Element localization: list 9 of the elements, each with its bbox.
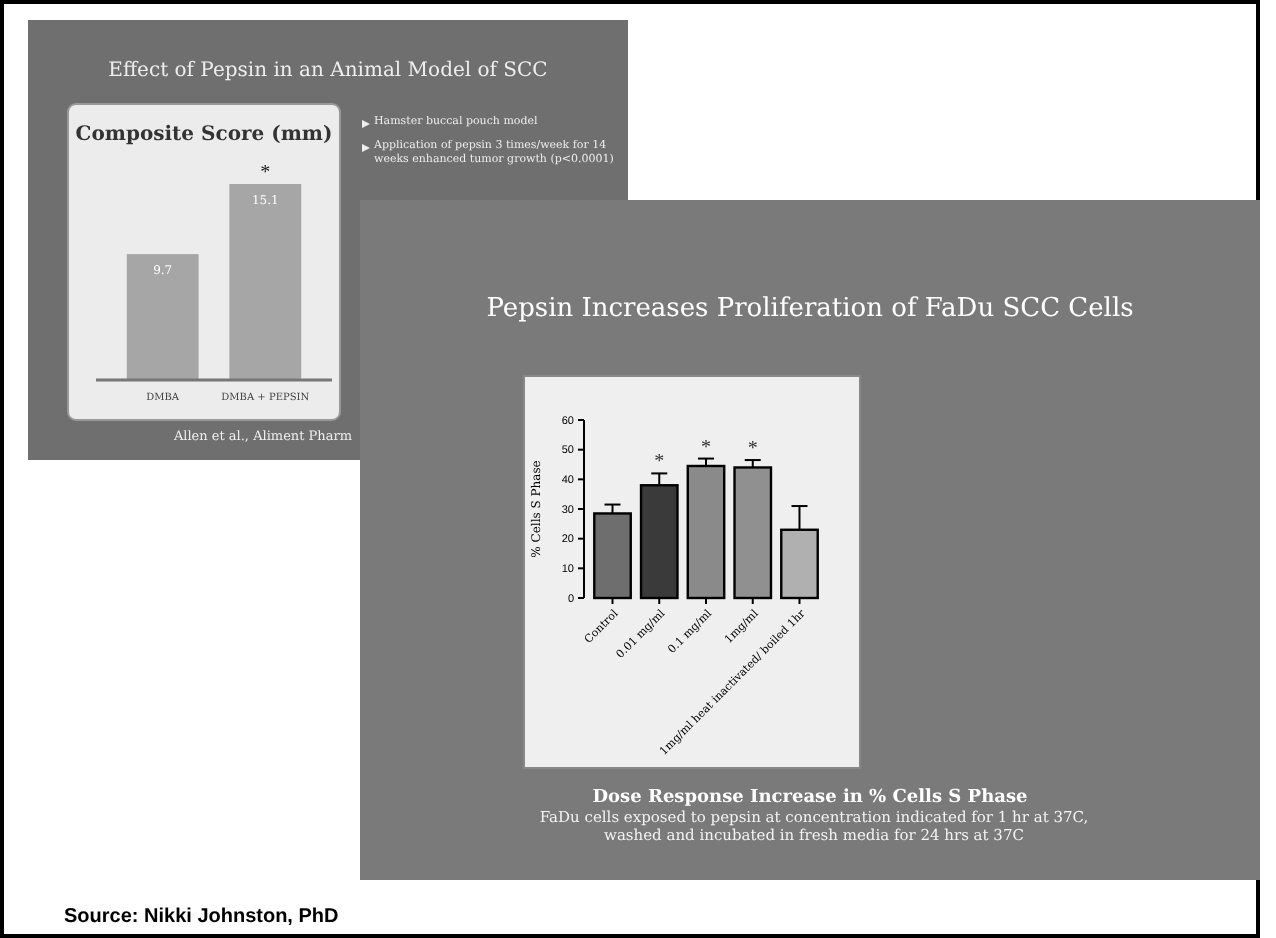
chart-subtitle: Composite Score (mm) [75, 124, 333, 146]
annotation: * [260, 162, 271, 184]
text: Dose Response Increase in % Cells S Phase [592, 788, 1029, 808]
annotation: * [701, 436, 711, 459]
chart-title: Pepsin Increases Proliferation of FaDu SCC Cells [486, 294, 1134, 324]
annotation: * [654, 451, 665, 474]
annotation: * [747, 438, 758, 461]
source-note: Source: Nikki Johnston, PhD [64, 906, 339, 928]
chart-title: Effect of Pepsin in an Animal Model of SCC [108, 60, 549, 82]
